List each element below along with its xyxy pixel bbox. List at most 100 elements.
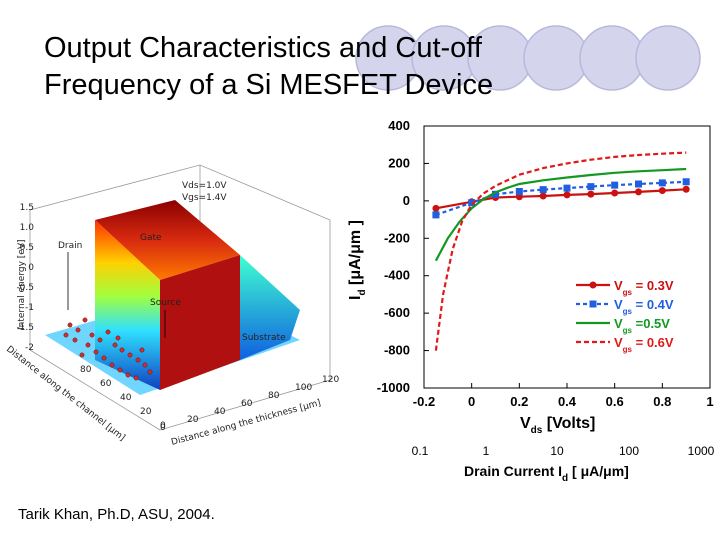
x-tick-label: 0	[160, 421, 166, 431]
z-axis-label: Internal energy [eV]	[17, 240, 27, 330]
y-tick-label: 40	[214, 407, 226, 417]
y-axis-label-tail: [μA/μm ]	[347, 220, 364, 289]
y-tick-label: -800	[384, 343, 410, 358]
drain-block	[95, 200, 240, 280]
legend-marker-0	[589, 281, 597, 289]
x-tick-label: 0.2	[510, 394, 528, 409]
secondary-axis-label-sub: d	[562, 473, 568, 484]
series-point-1	[539, 186, 547, 194]
y-tick-label: 0	[403, 193, 410, 208]
series-point-0	[682, 185, 690, 193]
z-axis-ticks: 1.5 1.0 0.5 0 -0.5 -1 -1.5 -2	[16, 203, 34, 353]
substrate-face	[240, 255, 300, 360]
legend-label-0: Vgs = 0.3V	[614, 278, 674, 297]
y-tick-label: 400	[388, 118, 410, 133]
y-tick-label: 60	[241, 399, 253, 409]
secondary-tick-label: 0.1	[412, 444, 429, 458]
secondary-axis-ticks: 0.1 1 10 100 1000	[412, 444, 715, 458]
x-tick-label: 0.4	[558, 394, 577, 409]
x-tick-label: 80	[80, 365, 92, 375]
y-tick-label: -600	[384, 305, 410, 320]
y-axis-ticks: 400 200 0 -200 -400 -600 -800 -1000	[377, 118, 429, 395]
y-tick-label: -1000	[377, 380, 410, 395]
x-tick-label: 20	[140, 407, 152, 417]
x-tick-label: 0.8	[653, 394, 671, 409]
legend-label-1: Vgs = 0.4V	[614, 297, 674, 316]
y-tick-label: -200	[384, 230, 410, 245]
z-tick-label: 0	[28, 263, 34, 273]
series-point-0	[611, 189, 619, 197]
series-point-0	[587, 190, 595, 198]
x-axis-label-sub: ds	[531, 425, 543, 436]
x-tick-label: 60	[100, 379, 112, 389]
z-tick-label: -0.5	[16, 283, 34, 293]
series-point-0	[539, 192, 547, 200]
ring-chain-decoration	[355, 25, 701, 91]
y-axis-label: Id [μA/μm ]	[347, 220, 368, 300]
x-tick-label: -0.2	[413, 394, 435, 409]
footer-credit: Tarik Khan, Ph.D, ASU, 2004.	[18, 506, 215, 523]
secondary-tick-label: 100	[619, 444, 639, 458]
secondary-tick-label: 1	[483, 444, 490, 458]
energy-surface-figure: Drain Gate Source Substrate Vds=1.0V Vgs…	[4, 164, 339, 448]
gate-annotation: Gate	[140, 233, 162, 243]
y-tick-label: 20	[187, 415, 199, 425]
bias-annotation-2: Vgs=1.4V	[182, 193, 227, 203]
z-tick-label: -1	[25, 303, 34, 313]
y-axis-label-main: I	[347, 296, 364, 300]
series-point-0	[563, 191, 571, 199]
y-axis-ticks: 0 20 40 60 80 100 120	[160, 375, 339, 433]
series-line-1	[435, 180, 687, 216]
slide-title: Output Characteristics and Cut-off Frequ…	[44, 30, 604, 104]
substrate-annotation: Substrate	[242, 333, 286, 343]
secondary-tick-label: 10	[550, 444, 564, 458]
z-tick-label: -2	[25, 343, 34, 353]
title-line-2: Frequency of a Si MESFET Device	[44, 69, 494, 101]
x-axis-ticks: -0.2 0 0.2 0.4 0.6 0.8 1	[413, 383, 714, 409]
series-point-1	[563, 184, 571, 192]
z-tick-label: 0.5	[20, 243, 34, 253]
series-line-3	[434, 151, 687, 351]
secondary-axis-label-main: Drain Current I	[464, 463, 562, 479]
series-point-1	[658, 179, 666, 187]
y-tick-label: 80	[268, 391, 280, 401]
series-point-1	[492, 190, 499, 198]
title-line-1: Output Characteristics and Cut-off	[44, 32, 482, 64]
z-tick-label: 1.0	[20, 223, 35, 233]
series-point-1	[515, 188, 523, 195]
series-line-2	[434, 167, 687, 262]
series-point-1	[587, 183, 595, 191]
y-tick-label: -400	[384, 268, 410, 283]
series-point-0	[658, 187, 666, 195]
channel-front-face	[95, 220, 160, 390]
secondary-axis-label: Drain Current Id [ μA/μm]	[464, 463, 629, 484]
electron-particles	[63, 317, 153, 381]
y-axis-label-sub: d	[357, 289, 368, 295]
x-axis-label-main: V	[520, 415, 531, 432]
series-point-1	[635, 180, 642, 188]
series-point-1	[611, 181, 619, 189]
x-tick-label: 0	[468, 394, 475, 409]
legend-label-2: Vgs =0.5V	[614, 316, 670, 335]
y-tick-label: 200	[388, 155, 410, 170]
series-point-1	[468, 199, 476, 207]
y-tick-label: 100	[295, 383, 312, 393]
y-tick-label: 120	[322, 375, 339, 385]
x-axis-ticks: 80 60 40 20 0	[80, 365, 166, 431]
source-annotation: Source	[150, 298, 181, 308]
x-tick-label: 1	[706, 394, 713, 409]
drain-annotation: Drain	[58, 241, 82, 251]
series-point-1	[682, 178, 690, 186]
gate-face	[160, 255, 240, 390]
series-point-1	[432, 211, 440, 219]
bias-annotation-1: Vds=1.0V	[182, 181, 227, 191]
y-tick-label: 0	[160, 423, 166, 433]
secondary-tick-label: 1000	[688, 444, 715, 458]
z-tick-label: 1.5	[20, 203, 34, 213]
x-tick-label: 40	[120, 393, 132, 403]
series-layer	[432, 151, 690, 351]
z-tick-label: -1.5	[16, 323, 34, 333]
secondary-axis-label-tail: [ μA/μm]	[568, 463, 629, 479]
